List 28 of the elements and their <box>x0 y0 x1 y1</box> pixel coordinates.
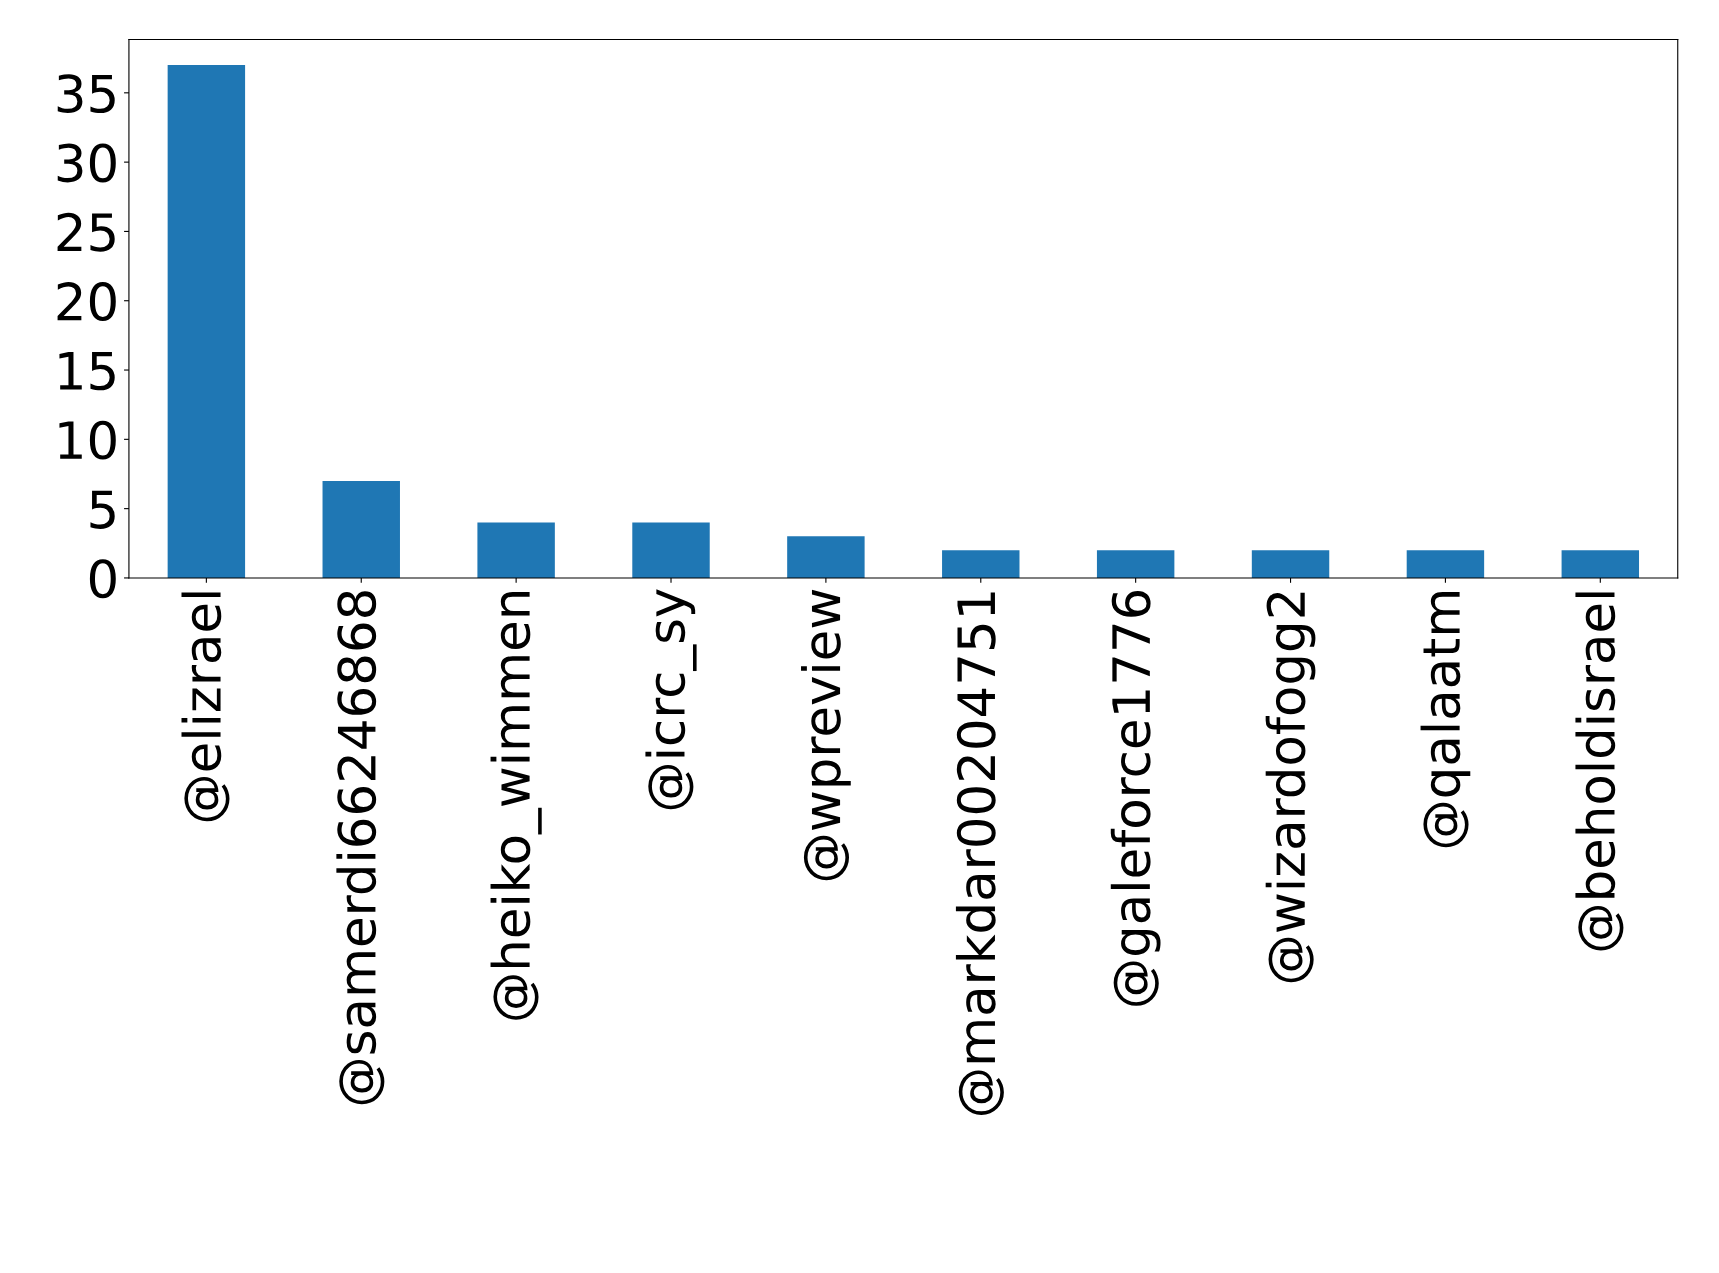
bar <box>167 65 246 578</box>
y-tick-label: 10 <box>59 420 116 460</box>
y-tick-label: 30 <box>57 143 116 183</box>
bar <box>1561 550 1640 578</box>
bar <box>477 522 555 578</box>
y-tick-label: 0 <box>89 559 116 599</box>
y-tick-label: 25 <box>57 212 115 252</box>
x-tick-label: @wizardofogg2 <box>1265 592 1316 983</box>
bar <box>942 550 1020 578</box>
bar <box>632 522 710 578</box>
bar <box>1251 550 1330 578</box>
bar <box>787 536 865 578</box>
bar <box>1096 550 1175 578</box>
y-tick-label: 15 <box>59 352 115 391</box>
x-tick-label: @wpreview <box>801 589 851 881</box>
x-tick-label: @icrc_sy <box>645 589 697 810</box>
x-tick-label: @qalaatm <box>1420 592 1471 848</box>
bar <box>1406 550 1485 578</box>
bar <box>322 480 400 578</box>
y-tick-label: 5 <box>90 490 115 529</box>
x-tick-label: @markdar00204751 <box>955 592 1004 1115</box>
x-tick-label: @galeforce1776 <box>1110 590 1161 1006</box>
y-tick-label: 35 <box>57 74 115 114</box>
x-tick-label: @samerdi66246868 <box>336 591 385 1105</box>
x-tick-label: @beholdisrael <box>1575 592 1624 951</box>
x-tick-label: @elizrael <box>181 592 230 822</box>
x-tick-label: @heiko_wimmen <box>490 592 542 1020</box>
y-tick-label: 20 <box>57 282 116 321</box>
